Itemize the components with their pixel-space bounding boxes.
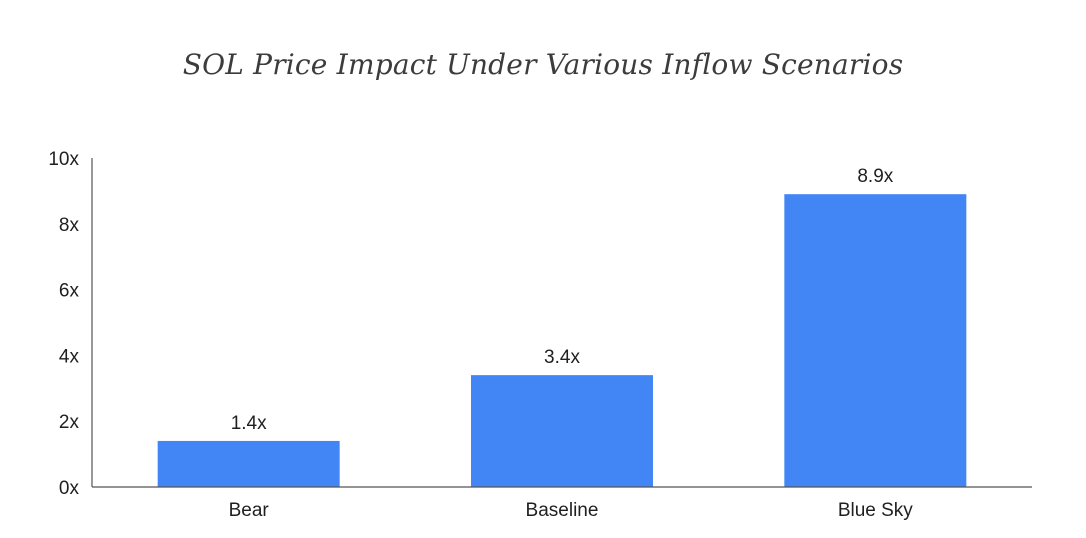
x-category-label: Bear: [229, 500, 270, 521]
bar: [157, 440, 340, 487]
y-axis-ticks: 0x 2x 4x 6x 8x 10x: [48, 149, 79, 499]
bar-data-label: 3.4x: [544, 347, 580, 368]
bar: [471, 375, 653, 487]
x-category-label: Blue Sky: [838, 500, 913, 521]
chart-title: SOL Price Impact Under Various Inflow Sc…: [182, 48, 904, 81]
y-tick-label: 6x: [59, 281, 80, 302]
y-tick-label: 8x: [59, 215, 80, 236]
x-axis-labels: Bear Baseline Blue Sky: [229, 500, 914, 521]
bar-data-labels: 1.4x 3.4x 8.9x: [231, 166, 894, 434]
bar-data-label: 8.9x: [857, 166, 893, 187]
y-tick-label: 0x: [59, 478, 80, 499]
y-tick-label: 2x: [59, 412, 80, 433]
bar: [784, 194, 967, 487]
bar-data-label: 1.4x: [231, 413, 267, 434]
y-tick-label: 10x: [48, 149, 79, 170]
bars: [157, 194, 967, 487]
y-tick-label: 4x: [59, 346, 80, 367]
x-category-label: Baseline: [526, 500, 599, 521]
